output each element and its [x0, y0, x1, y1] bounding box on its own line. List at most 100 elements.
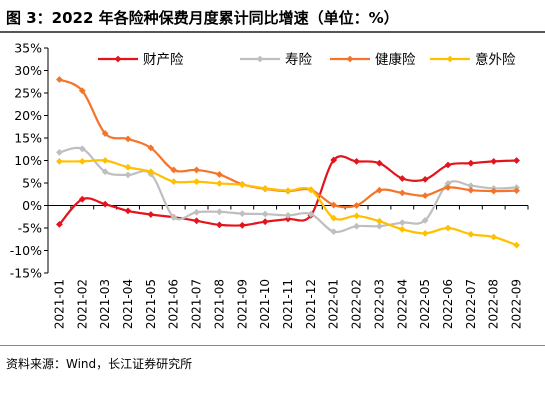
data-point	[376, 159, 383, 167]
x-tick-label: 2022-02	[350, 279, 364, 329]
data-point	[216, 208, 223, 216]
data-point	[170, 166, 178, 174]
y-tick-label: 30%	[14, 63, 42, 78]
source-note: 资料来源：Wind，长江证券研究所	[6, 357, 193, 371]
x-tick-label: 2021-08	[212, 279, 226, 329]
data-point	[307, 186, 315, 194]
data-point	[307, 210, 315, 218]
x-tick-label: 2022-01	[327, 279, 341, 329]
data-point	[170, 213, 178, 221]
data-point	[101, 130, 109, 137]
data-point	[284, 215, 292, 223]
data-point	[421, 176, 429, 183]
data-point	[170, 178, 178, 186]
data-point	[444, 180, 452, 187]
x-tick-label: 2021-04	[121, 279, 135, 329]
data-point	[467, 182, 475, 190]
x-tick-label: 2022-06	[441, 279, 455, 329]
legend-label: 健康险	[375, 51, 416, 68]
data-point	[216, 221, 223, 229]
data-point	[421, 192, 429, 199]
data-point	[421, 216, 429, 224]
legend-swatch-marker	[446, 55, 454, 63]
data-point	[238, 210, 246, 217]
x-tick-label: 2022-03	[372, 279, 386, 329]
x-tick-label: 2022-04	[395, 279, 409, 329]
data-point	[101, 200, 109, 208]
data-point	[513, 187, 520, 195]
series-2	[56, 145, 520, 235]
x-tick-label: 2021-07	[190, 279, 204, 329]
data-point	[376, 217, 383, 225]
x-tick-label: 2021-02	[75, 279, 89, 329]
data-point	[398, 189, 406, 197]
data-point	[147, 211, 155, 218]
title-divider	[0, 31, 545, 33]
data-point	[56, 158, 63, 165]
data-point	[193, 178, 200, 186]
data-point	[216, 171, 223, 178]
data-point	[193, 208, 200, 216]
data-point	[513, 157, 520, 164]
legend-label: 财产险	[143, 52, 184, 68]
data-point	[490, 187, 498, 195]
data-point	[467, 159, 475, 167]
data-point	[56, 76, 63, 83]
data-point	[330, 214, 338, 222]
legend-item: 意外险	[430, 51, 516, 68]
data-point	[444, 224, 452, 232]
data-point	[398, 225, 406, 233]
y-tick-label: 35%	[14, 41, 42, 56]
data-point	[78, 195, 86, 203]
data-point	[101, 157, 109, 164]
data-point	[330, 228, 338, 235]
x-axis: 2021-01 2021-02 2021-03 2021-04 2021-05 2021-…	[47, 205, 529, 329]
legend-item: 健康险	[330, 51, 416, 68]
data-point	[284, 187, 292, 195]
data-point	[284, 212, 292, 219]
y-tick-label: 20%	[14, 108, 42, 123]
x-tick-label: 2021-05	[144, 279, 158, 329]
data-point	[193, 217, 200, 225]
data-point	[444, 161, 452, 169]
data-point	[513, 241, 520, 249]
x-tick-label: 2021-03	[98, 279, 112, 329]
y-axis: 35% 30% 25% 20% 15% 10% 5% 0% -5% -10% -15%	[10, 41, 49, 281]
data-point	[124, 207, 132, 215]
legend: 财产险 寿险 健康险 意外险	[98, 51, 516, 68]
y-tick-label: 25%	[14, 86, 42, 101]
data-point	[467, 230, 475, 238]
data-point	[467, 186, 475, 194]
legend-swatch-marker	[114, 55, 122, 63]
data-point	[421, 230, 429, 237]
legend-label: 意外险	[475, 51, 516, 68]
series-4	[56, 157, 520, 249]
y-tick-label: -5%	[18, 221, 42, 236]
y-tick-label: 5%	[22, 176, 42, 191]
source-divider	[0, 345, 545, 346]
x-tick-label: 2022-08	[487, 279, 501, 329]
page-title: 图 3：2022 年各险种保费月度累计同比增速（单位：%）	[6, 9, 399, 27]
data-point	[353, 158, 360, 165]
data-point	[238, 221, 246, 229]
data-point	[238, 181, 246, 189]
legend-item: 财产险	[98, 52, 184, 68]
data-point	[376, 222, 383, 230]
data-point	[147, 144, 155, 152]
data-point	[124, 163, 132, 171]
data-point	[330, 201, 338, 209]
data-point	[124, 171, 132, 179]
x-tick-label: 2021-01	[52, 279, 66, 329]
legend-swatch-marker	[256, 55, 264, 63]
data-point	[78, 87, 86, 95]
data-point	[261, 210, 269, 218]
x-tick-label: 2021-09	[235, 279, 249, 329]
x-tick-label: 2021-12	[304, 279, 318, 329]
data-point	[490, 158, 498, 165]
data-point	[56, 149, 63, 156]
x-tick-label: 2022-07	[464, 279, 478, 329]
data-point	[124, 135, 132, 143]
data-point	[353, 212, 360, 220]
data-point	[353, 202, 360, 209]
